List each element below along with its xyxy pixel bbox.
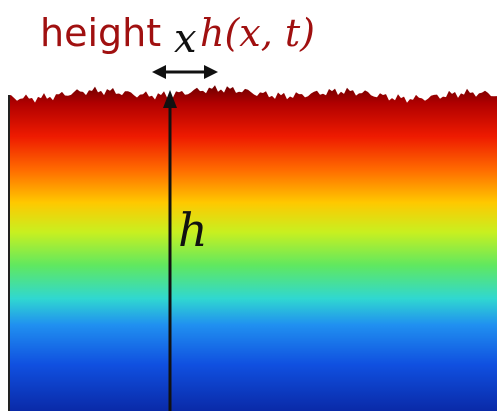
x-arrow-head-right [204, 65, 218, 79]
x-arrow-head-left [152, 65, 166, 79]
title-formula: h(x, t) [200, 11, 315, 55]
growth-surface [8, 85, 497, 411]
title-word: height [40, 11, 161, 55]
height-arrow-head [163, 90, 177, 108]
x-label: x [174, 16, 197, 62]
h-label: h [178, 203, 208, 257]
